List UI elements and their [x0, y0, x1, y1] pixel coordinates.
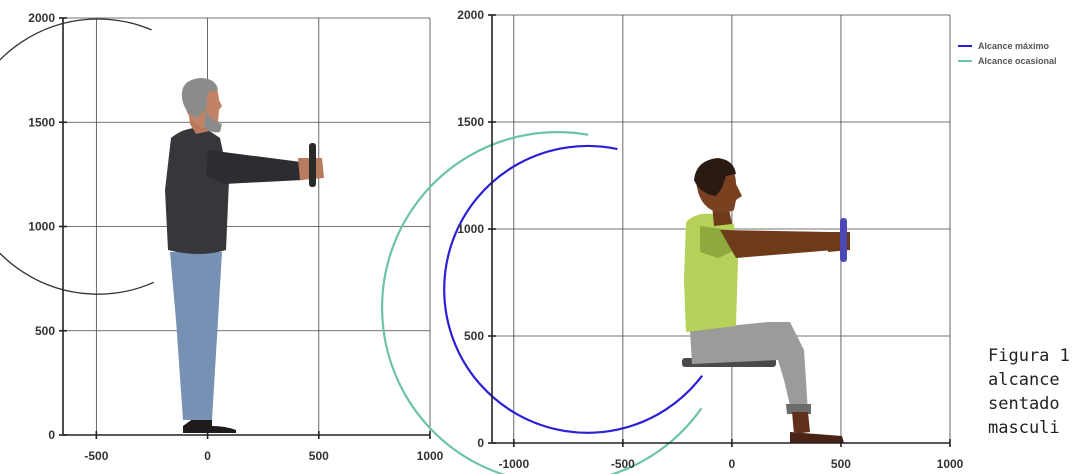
x-tick-label: -500: [84, 449, 108, 463]
legend-swatch-occasional-reach: [958, 59, 972, 62]
reach-arc-1: [0, 18, 155, 295]
legend: Alcance máximo Alcance ocasional: [958, 38, 1057, 68]
standing-reach-chart: 0 500 1000 1500 2000 -500 0 500 1000: [0, 11, 444, 463]
y-tick-label: 1000: [28, 220, 55, 234]
x-tick-label: 0: [204, 449, 211, 463]
x-tick-label: -1000: [498, 457, 529, 471]
y-tick-label: 500: [35, 324, 55, 338]
x-tick-label: 1000: [417, 449, 444, 463]
y-tick-label: 0: [48, 428, 55, 442]
legend-label-max-reach: Alcance máximo: [978, 40, 1050, 51]
axes: [59, 17, 431, 439]
legend-item-max-reach: Alcance máximo: [958, 38, 1057, 53]
arcs: [381, 131, 703, 474]
reach-arc-2: [381, 131, 703, 474]
grid: [63, 17, 431, 435]
x-tick-label: 1000: [937, 457, 964, 471]
x-tick-label: 500: [831, 457, 851, 471]
y-tick-label: 1500: [28, 115, 55, 129]
x-tick-label: 500: [309, 449, 329, 463]
y-tick-label: 2000: [457, 8, 484, 22]
legend-item-occasional-reach: Alcance ocasional: [958, 53, 1057, 68]
x-tick-label: -500: [611, 457, 635, 471]
standing-figure: [165, 78, 324, 433]
tick-labels: 0 500 1000 1500 2000 -500 0 500 1000: [28, 11, 443, 463]
seated-reach-chart: 0 500 1000 1500 2000 -1000 -500 0 500 1000: [381, 8, 964, 474]
y-tick-label: 1000: [457, 222, 484, 236]
y-tick-label: 500: [464, 329, 484, 343]
figure-caption: Figura 1 alcance sentado masculi: [988, 346, 1070, 438]
x-tick-label: 0: [729, 457, 736, 471]
y-tick-label: 2000: [28, 11, 55, 25]
reach-arc-1: [443, 144, 703, 434]
arcs: [0, 18, 155, 295]
seated-figure: [682, 158, 850, 443]
tick-labels: 0 500 1000 1500 2000 -1000 -500 0 500 1000: [457, 8, 963, 471]
y-tick-label: 0: [477, 436, 484, 450]
legend-swatch-max-reach: [958, 44, 972, 47]
legend-label-occasional-reach: Alcance ocasional: [978, 55, 1057, 66]
y-tick-label: 1500: [457, 115, 484, 129]
axes: [488, 14, 951, 447]
